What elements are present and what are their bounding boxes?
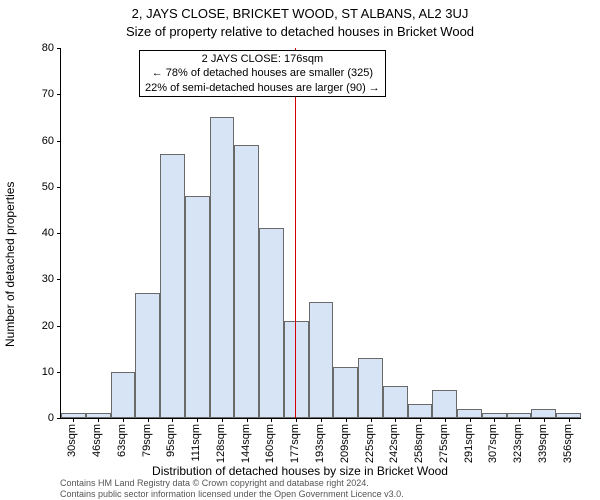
x-tick-label: 193sqm: [314, 424, 326, 463]
x-tick-label: 177sqm: [289, 424, 301, 463]
x-tick-label: 95sqm: [165, 424, 177, 457]
y-tick-label: 30: [26, 273, 54, 285]
x-tick-label: 144sqm: [240, 424, 252, 463]
annotation-box: 2 JAYS CLOSE: 176sqm← 78% of detached ho…: [139, 50, 386, 97]
y-tick-label: 60: [26, 135, 54, 147]
x-tick-label: 275sqm: [438, 424, 450, 463]
x-tick-label: 291sqm: [463, 424, 475, 463]
y-tick-mark: [57, 418, 61, 419]
x-tick-label: 307sqm: [487, 424, 499, 463]
x-tick-label: 209sqm: [339, 424, 351, 463]
chart-container: 2, JAYS CLOSE, BRICKET WOOD, ST ALBANS, …: [0, 0, 600, 500]
x-tick-label: 242sqm: [388, 424, 400, 463]
x-axis-label: Distribution of detached houses by size …: [0, 464, 600, 478]
y-tick-mark: [57, 187, 61, 188]
y-tick-mark: [57, 233, 61, 234]
x-tick-label: 30sqm: [66, 424, 78, 457]
histogram-bar: [210, 117, 235, 418]
x-tick-label: 225sqm: [364, 424, 376, 463]
y-tick-mark: [57, 279, 61, 280]
y-tick-label: 0: [26, 412, 54, 424]
y-tick-mark: [57, 141, 61, 142]
x-tick-label: 63sqm: [116, 424, 128, 457]
x-tick-label: 356sqm: [562, 424, 574, 463]
y-tick-label: 80: [26, 42, 54, 54]
x-tick-label: 160sqm: [264, 424, 276, 463]
histogram-bar: [234, 145, 259, 418]
x-tick-label: 323sqm: [512, 424, 524, 463]
y-tick-label: 10: [26, 366, 54, 378]
histogram-bar: [185, 196, 210, 418]
x-tick-label: 46sqm: [91, 424, 103, 457]
y-axis-label: Number of detached properties: [3, 217, 17, 257]
annotation-line2: ← 78% of detached houses are smaller (32…: [145, 66, 380, 80]
y-tick-label: 70: [26, 88, 54, 100]
y-tick-label: 20: [26, 320, 54, 332]
y-tick-mark: [57, 326, 61, 327]
y-tick-label: 40: [26, 227, 54, 239]
annotation-line1: 2 JAYS CLOSE: 176sqm: [145, 52, 380, 66]
marker-line: [295, 48, 296, 418]
y-tick-label: 50: [26, 181, 54, 193]
plot-area: 2 JAYS CLOSE: 176sqm← 78% of detached ho…: [60, 48, 581, 419]
x-tick-label: 128sqm: [215, 424, 227, 463]
y-tick-mark: [57, 48, 61, 49]
histogram-bar: [160, 154, 185, 418]
x-tick-label: 258sqm: [413, 424, 425, 463]
y-tick-mark: [57, 94, 61, 95]
chart-title-line2: Size of property relative to detached ho…: [0, 24, 600, 39]
y-tick-mark: [57, 372, 61, 373]
credit-line2: Contains public sector information licen…: [60, 489, 404, 500]
x-tick-label: 111sqm: [190, 424, 202, 462]
credit-text: Contains HM Land Registry data © Crown c…: [60, 478, 404, 500]
credit-line1: Contains HM Land Registry data © Crown c…: [60, 478, 404, 489]
x-tick-label: 79sqm: [141, 424, 153, 457]
x-tick-label: 339sqm: [537, 424, 549, 463]
chart-title-line1: 2, JAYS CLOSE, BRICKET WOOD, ST ALBANS, …: [0, 6, 600, 21]
annotation-line3: 22% of semi-detached houses are larger (…: [145, 81, 380, 95]
